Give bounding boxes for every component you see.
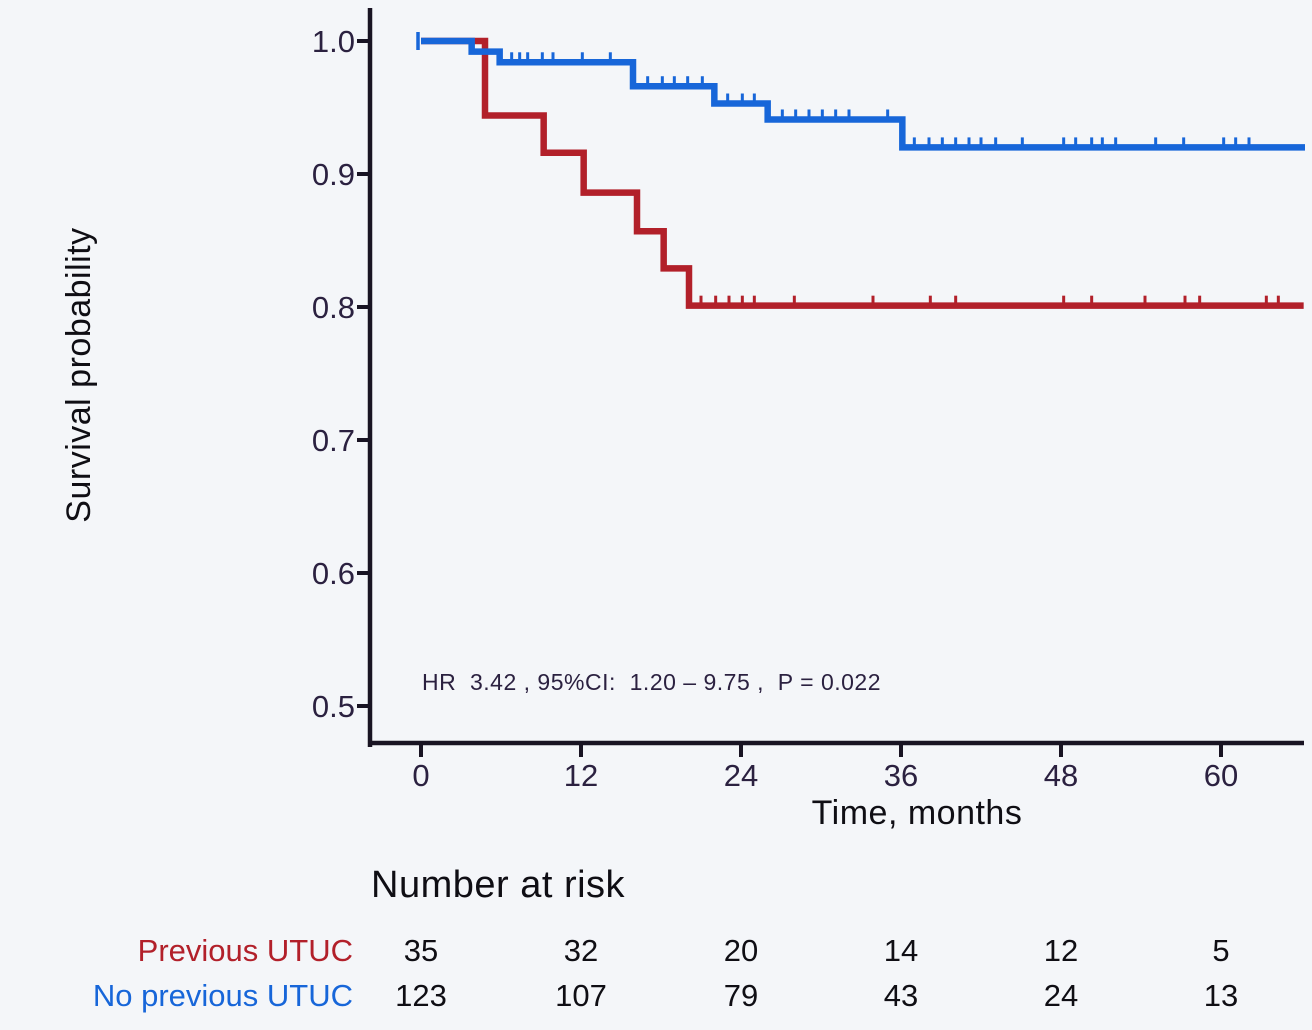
y-tick-label: 1.0 <box>312 24 355 59</box>
y-tick-label: 0.7 <box>312 423 355 458</box>
x-axis-title: Time, months <box>811 794 1023 832</box>
risk-count-previous-utuc: 32 <box>563 933 599 968</box>
y-tick-label: 0.6 <box>312 556 355 591</box>
hazard-ratio-annotation: HR 3.42 , 95%CI: 1.20 – 9.75 , P = 0.022 <box>422 669 881 695</box>
x-tick-label: 60 <box>1204 758 1238 793</box>
y-tick-label: 0.8 <box>312 290 355 325</box>
risk-table-title: Number at risk <box>371 864 626 906</box>
y-tick-label: 0.5 <box>312 689 355 724</box>
x-tick-label: 0 <box>412 758 429 793</box>
x-tick-label: 12 <box>564 758 598 793</box>
risk-count-no-previous-utuc: 43 <box>883 978 919 1013</box>
risk-count-previous-utuc: 14 <box>883 933 919 968</box>
survival-curve-no-previous-utuc <box>421 37 1305 151</box>
survival-curves-layer <box>416 32 1305 309</box>
risk-row-label-previous-utuc: Previous UTUC <box>137 933 353 968</box>
risk-count-no-previous-utuc: 107 <box>555 978 607 1013</box>
risk-count-no-previous-utuc: 123 <box>395 978 447 1013</box>
risk-count-no-previous-utuc: 13 <box>1203 978 1239 1013</box>
risk-count-previous-utuc: 35 <box>403 933 439 968</box>
x-tick-label: 36 <box>884 758 918 793</box>
risk-count-previous-utuc: 12 <box>1043 933 1079 968</box>
survival-curve-previous-utuc <box>421 37 1304 309</box>
risk-count-previous-utuc: 5 <box>1212 933 1230 968</box>
risk-count-no-previous-utuc: 24 <box>1043 978 1079 1013</box>
risk-count-previous-utuc: 20 <box>723 933 759 968</box>
x-tick-label: 24 <box>724 758 758 793</box>
x-tick-label: 48 <box>1044 758 1078 793</box>
risk-count-no-previous-utuc: 79 <box>723 978 759 1013</box>
y-axis-title: Survival probability <box>59 227 98 523</box>
axis-ticks-layer: 0 12 24 36 48 60 1.0 0.9 0.8 0.7 0.6 0.5 <box>312 24 1238 793</box>
y-tick-label: 0.9 <box>312 157 355 192</box>
risk-row-label-no-previous-utuc: No previous UTUC <box>92 978 353 1013</box>
